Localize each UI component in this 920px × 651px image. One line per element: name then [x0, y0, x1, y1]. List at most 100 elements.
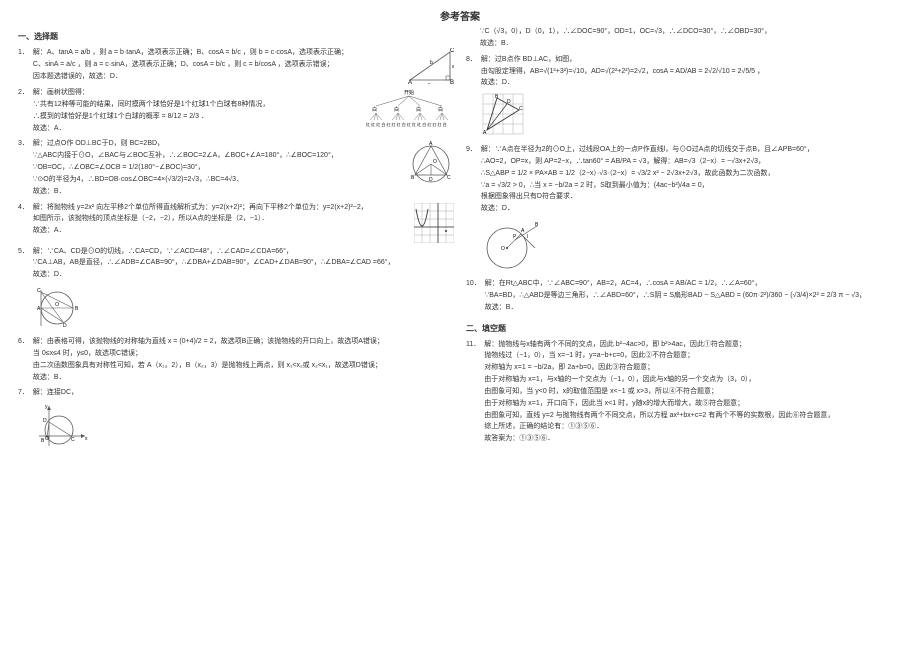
question-1: 1． 解：A、tanA = a/b ，则 a = b·tanA，选项表示正确；B… — [18, 48, 454, 84]
q11-line9: 故答案为：①③⑤⑥． — [484, 434, 902, 445]
question-6: 6． 解：由表格可得，该抛物线的对称轴为直线 x = (0+4)/2 = 2，故… — [18, 337, 454, 384]
q3-line1: 解：过点O作 OD⊥BC于D，则 BC=2BD， — [33, 139, 404, 150]
q4-num: 4． — [18, 203, 29, 243]
svg-text:D: D — [507, 99, 511, 105]
svg-text:B: B — [450, 80, 454, 84]
q1-line2: C、sinA = a/c ，则 a = c·sinA，选项表示正确；D、cosA… — [33, 60, 402, 71]
svg-text:B: B — [535, 222, 539, 228]
q11-line4: 由于对称轴为 x=1，与x轴的一个交点为（−1，0），因此与x轴的另一个交点为（… — [484, 375, 902, 386]
question-9: 9． 解：∵A点在半径为2的⊙O上，过线段OA上的一点P作直线l，与⊙O过A点的… — [466, 145, 902, 275]
right-column: ∵C（√3，0），D（0，1），∴∠DOC=90°，OD=1，OC=√3，∴∠D… — [466, 27, 902, 643]
q3-line3: ∵OB=OC，∴∠OBC=∠OCB = 1/2(180°−∠BOC)=30°， — [33, 163, 404, 174]
svg-text:c: c — [428, 82, 431, 84]
q6-num: 6． — [18, 337, 29, 384]
svg-text:a: a — [452, 64, 454, 70]
question-10: 10． 解：在Rt△ABC中，∵∠ABC=90°，AB=2，AC=4，∴cosA… — [466, 279, 902, 315]
q11-line8: 综上所述，正确的结论有：①③⑤⑥． — [484, 422, 902, 433]
svg-text:D: D — [43, 418, 47, 424]
q9-line1: 解：∵A点在半径为2的⊙O上，过线段OA上的一点P作直线l，与⊙O过A点的切线交… — [481, 145, 902, 156]
q5-num: 5． — [18, 247, 29, 333]
q9-line2: ∴AO=2，OP=x，则 AP=2−x，∴tan60° = AB/PA = √3… — [481, 157, 902, 168]
svg-text:A: A — [521, 228, 525, 234]
svg-text:C: C — [519, 106, 523, 112]
q9-num: 9． — [466, 145, 477, 275]
q3-line4: ∵⊙O的半径为4，∴BD=OB·cos∠OBC=4×(√3/2)=2√3，∴BC… — [33, 175, 404, 186]
q3-line2: ∵△ABC内接于⊙O，∠BAC与∠BOC互补，∴∠BOC=2∠A，∠BOC+∠A… — [33, 151, 404, 162]
svg-text:b: b — [430, 60, 433, 66]
q3-line5: 故选：B． — [33, 187, 404, 198]
q9-line4: ∵a = √3/2 > 0，∴当 x = −b/2a = 2 时，S取到最小值为… — [481, 181, 902, 192]
svg-text:A: A — [37, 306, 41, 312]
q5-line1: 解：∵CA、CD是⊙O的切线，∴CA=CD，∵∠ACD=48°，∴∠CAD=∠C… — [33, 247, 454, 258]
svg-text:红 红 红 白 红 红 红 白 红 红 红 白 红 红: 红 红 红 白 红 红 红 白 红 红 红 白 红 红 红 白 — [366, 121, 447, 127]
q8-line1: 解：过B点作 BD⊥AC，如图， — [481, 55, 902, 66]
q7b-line1: ∵C（√3，0），D（0，1），∴∠DOC=90°，OD=1，OC=√3，∴∠D… — [480, 27, 902, 38]
question-7-cont: ∵C（√3，0），D（0，1），∴∠DOC=90°，OD=1，OC=√3，∴∠D… — [466, 27, 902, 51]
svg-text:O: O — [45, 436, 49, 442]
svg-text:白: 白 — [416, 106, 421, 113]
q2-line2: ∵共有12种等可能的结果，同时摸两个球恰好是1个红球1个白球有8种情况， — [33, 100, 360, 111]
q8-num: 8． — [466, 55, 477, 141]
q10-line1: 解：在Rt△ABC中，∵∠ABC=90°，AB=2，AC=4，∴cosA = A… — [485, 279, 902, 290]
q6-line2: 当 0≤x≤4 时，y≤0，故选项C错误； — [33, 349, 454, 360]
q7-line1: 解：连接DC， — [33, 388, 454, 399]
svg-text:x: x — [85, 436, 88, 442]
question-7: 7． 解：连接DC， x y D C B O — [18, 388, 454, 455]
grid-parabola-figure — [414, 203, 454, 243]
svg-text:C: C — [37, 288, 41, 294]
q10-num: 10． — [466, 279, 481, 315]
q2-num: 2． — [18, 88, 29, 135]
q4-line1: 解：将抛物线 y=2x² 向左平移2个单位所得直线解析式为：y=2(x+2)²；… — [33, 203, 410, 214]
section1-heading: 一、选择题 — [18, 31, 454, 42]
circle-triangle-figure: A B C O D — [408, 139, 454, 185]
q5-line3: 故选：D． — [33, 270, 454, 281]
question-5: 5． 解：∵CA、CD是⊙O的切线，∴CA=CD，∵∠ACD=48°，∴∠CAD… — [18, 247, 454, 333]
q9-line5: 根据图象得出只有D符合要求． — [481, 192, 902, 203]
coord-circle-figure: x y D C B O — [33, 402, 89, 450]
q1-line1: 解：A、tanA = a/b ，则 a = b·tanA，选项表示正确；B、co… — [33, 48, 402, 59]
q7b-line2: 故选：B． — [480, 39, 902, 50]
svg-text:白: 白 — [372, 106, 377, 113]
circle-tangent-figure: O P A B l — [481, 218, 541, 270]
svg-text:l: l — [527, 234, 528, 240]
q11-line6: 由于对称轴为 x=1，开口向下，因此当 x<1 时，y随x的增大而增大，故⑤符合… — [484, 399, 902, 410]
svg-text:开始: 开始 — [404, 89, 414, 96]
q2-line4: 故选：A． — [33, 124, 360, 135]
svg-text:白: 白 — [438, 106, 443, 113]
question-3: 3． 解：过点O作 OD⊥BC于D，则 BC=2BD， ∵△ABC内接于⊙O，∠… — [18, 139, 454, 198]
svg-text:C: C — [450, 48, 454, 54]
q4-line3: 故选：A． — [33, 226, 410, 237]
q6-line3: 由二次函数图象具有对称性可知，若 A（x₁，2），B（x₂，3）是抛物线上两点，… — [33, 361, 454, 372]
tree-diagram: 开始 白 白 白 白 红 红 红 白 红 红 红 白 红 红 — [364, 88, 454, 130]
svg-text:C: C — [447, 175, 451, 181]
q7-num: 7． — [18, 388, 29, 455]
grid-triangle-figure: A B C D — [481, 92, 525, 136]
svg-text:B: B — [75, 306, 79, 312]
svg-text:B: B — [411, 175, 415, 181]
q5-line2: ∵CA⊥AB，AB是直径，∴∠ADB=∠CAB=90°，∴∠DBA+∠DAB=9… — [33, 258, 454, 269]
question-8: 8． 解：过B点作 BD⊥AC，如图， 由勾股定理得，AB=√(1²+3²)=√… — [466, 55, 902, 141]
q10-line3: 故选：B． — [485, 303, 902, 314]
triangle-figure: A B C c a b — [406, 48, 454, 84]
svg-text:A: A — [408, 80, 412, 84]
section2-heading: 二、填空题 — [466, 323, 902, 334]
q11-line1: 解：抛物线与x轴有两个不同的交点，因此 b²−4ac>0，即 b²>4ac，因此… — [484, 340, 902, 351]
q11-num: 11． — [466, 340, 480, 447]
svg-text:C: C — [71, 437, 75, 443]
q11-line3: 对称轴为 x=1 = −b/2a，即 2a+b=0，因此③符合题意； — [484, 363, 902, 374]
q1-num: 1． — [18, 48, 29, 84]
page-title: 参考答案 — [0, 0, 920, 27]
tangent-circle-figure: C A B D O — [33, 284, 89, 328]
q6-line1: 解：由表格可得，该抛物线的对称轴为直线 x = (0+4)/2 = 2，故选项B… — [33, 337, 454, 348]
q8-line3: 故选：D． — [481, 78, 902, 89]
q3-num: 3． — [18, 139, 29, 198]
q11-line5: 由图象可知，当 y<0 时，x的取值范围是 x<−1 或 x>3，所以④不符合题… — [484, 387, 902, 398]
q9-line6: 故选：D． — [481, 204, 902, 215]
svg-text:白: 白 — [394, 106, 399, 113]
q2-line1: 解：画树状图得： — [33, 88, 360, 99]
question-2: 2． 解：画树状图得： ∵共有12种等可能的结果，同时摸两个球恰好是1个红球1个… — [18, 88, 454, 135]
q10-line2: ∵BA=BD，∴△ABD是等边三角形，∴∠ABD=60°，∴S阴 = S扇形BA… — [485, 291, 902, 302]
q2-line3: ∴摸到的球恰好是1个红球1个白球的概率 = 8/12 = 2/3 ． — [33, 112, 360, 123]
svg-text:D: D — [429, 177, 433, 183]
q8-line2: 由勾股定理得，AB=√(1²+3²)=√10，AD=√(2²+2²)=2√2，c… — [481, 67, 902, 78]
